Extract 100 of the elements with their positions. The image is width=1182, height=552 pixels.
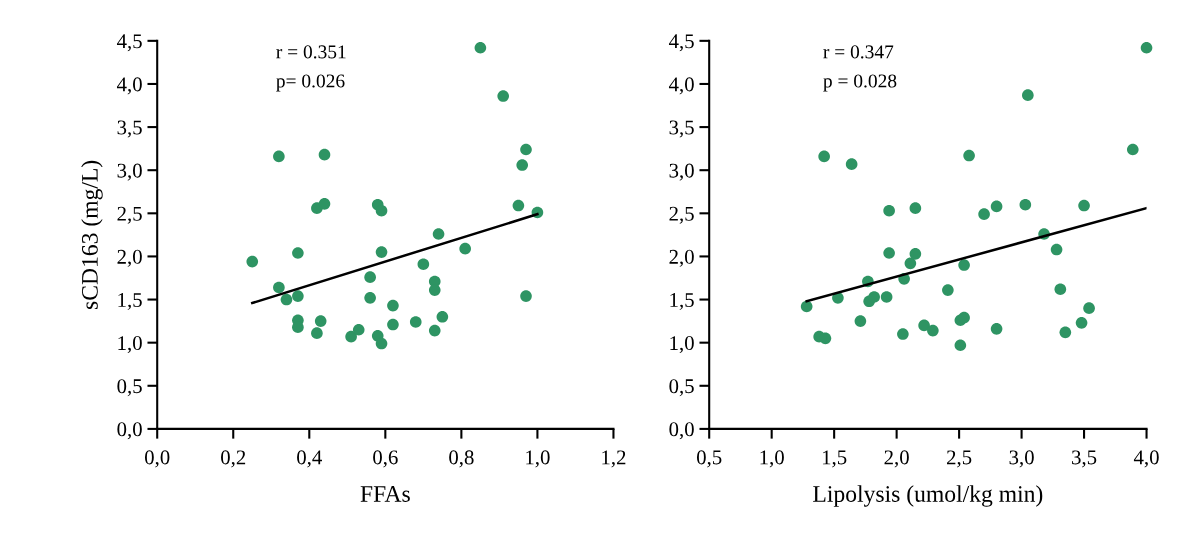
y-tick-label: 2,0 [669, 249, 694, 267]
annotation: p = 0.028 [823, 74, 897, 92]
point [273, 150, 285, 163]
point [942, 284, 954, 296]
point [520, 143, 532, 156]
point [409, 316, 422, 328]
x-tick-label: 2,0 [884, 450, 909, 468]
point [1050, 243, 1063, 256]
x-tick-label: 0,4 [297, 450, 322, 468]
x-tick-label: 1,2 [602, 450, 626, 468]
y-tick-label: 3,0 [669, 163, 694, 181]
x-tick-label: 0,0 [144, 450, 170, 468]
x-tick-label: 0,2 [221, 450, 246, 468]
point [1083, 302, 1095, 314]
y-tick-label: 1,5 [670, 293, 694, 310]
x-tick-label: 0,5 [696, 450, 722, 468]
point [280, 293, 293, 306]
point [497, 90, 510, 102]
point [459, 242, 471, 255]
point [897, 328, 909, 340]
point [958, 259, 970, 271]
y-tick-label: 0,0 [669, 422, 694, 440]
point [375, 204, 388, 217]
point [273, 281, 285, 294]
point [868, 291, 880, 303]
point [364, 271, 376, 283]
point [927, 324, 939, 337]
point [1075, 317, 1088, 329]
annotation: r = 0.347 [823, 45, 894, 59]
y-tick-label: 3,0 [117, 163, 142, 181]
point [352, 323, 365, 336]
point [474, 41, 487, 54]
point [854, 315, 867, 327]
point [387, 318, 399, 331]
y-tick-label: 0,5 [669, 379, 694, 397]
x-tick-label: 1,0 [526, 450, 550, 468]
point [432, 228, 445, 240]
y-tick-label: 2,5 [117, 206, 142, 224]
y-tick-label: 0,5 [117, 379, 142, 397]
x-tick-label: 3,0 [1009, 450, 1034, 468]
x-tick-label: 1,5 [822, 450, 847, 468]
point [428, 324, 441, 337]
x-tick-label: 1,0 [760, 450, 784, 468]
y-tick-label: 2,0 [117, 249, 142, 267]
point [1140, 41, 1153, 54]
point [318, 198, 331, 210]
point [958, 311, 970, 324]
point [375, 337, 388, 350]
point [1022, 89, 1034, 101]
point [1054, 283, 1067, 296]
point [904, 257, 917, 270]
x-tick-label: 3,5 [1072, 450, 1097, 468]
point [246, 255, 259, 268]
y-axis-title: sCD163 (mg/L) [81, 160, 103, 309]
y-tick-label: 3,5 [117, 120, 142, 138]
point [909, 248, 922, 260]
y-tick-label: 4,5 [116, 34, 142, 52]
point [314, 315, 327, 327]
point [954, 339, 967, 352]
point [512, 199, 525, 212]
y-tick-label: 2,5 [669, 206, 694, 224]
y-tick-label: 0,0 [117, 422, 142, 440]
point [909, 202, 922, 214]
point [436, 310, 449, 323]
point [1059, 326, 1072, 339]
point [1078, 199, 1090, 212]
point [520, 290, 532, 302]
x-tick-label: 2,5 [947, 450, 972, 468]
annotation: r = 0.351 [276, 45, 346, 59]
point [918, 319, 930, 332]
point [292, 247, 304, 259]
point [375, 246, 388, 258]
point [990, 323, 1003, 335]
point [818, 150, 830, 163]
x-tick-label: 0,6 [373, 450, 398, 468]
x-axis-title: FFAs [360, 486, 410, 502]
point [880, 291, 893, 303]
point [428, 284, 441, 296]
y-tick-label: 4,0 [668, 77, 694, 95]
point [883, 204, 895, 217]
y-tick-label: 4,5 [668, 34, 694, 52]
point [311, 327, 323, 339]
y-tick-label: 1,0 [670, 336, 694, 354]
point [990, 200, 1003, 213]
point [516, 159, 529, 171]
point [417, 258, 430, 271]
point [345, 330, 357, 343]
x-tick-label: 4,0 [1133, 450, 1159, 468]
point [800, 300, 813, 313]
y-tick-label: 3,5 [669, 120, 694, 138]
point [845, 158, 858, 170]
point [883, 247, 895, 259]
point [978, 208, 990, 220]
point [963, 149, 975, 162]
x-axis-title: Lipolysis (umol/kg min) [813, 485, 1043, 507]
point [1126, 143, 1139, 156]
y-tick-label: 1,5 [118, 293, 142, 310]
point [318, 148, 331, 161]
annotation: p= 0.026 [276, 74, 345, 92]
y-tick-label: 4,0 [116, 77, 142, 95]
